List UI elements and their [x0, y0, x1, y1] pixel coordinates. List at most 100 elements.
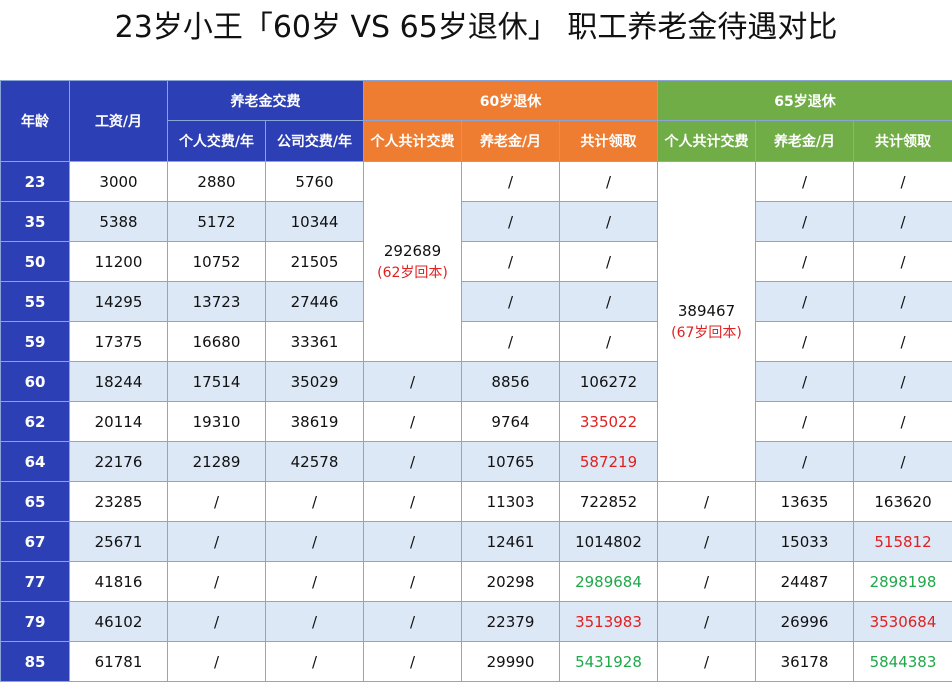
cell-r60-pension: 12461: [462, 522, 560, 562]
cell-r65-total: /: [854, 242, 952, 282]
cell-salary: 46102: [70, 602, 168, 642]
cell-personal: 21289: [168, 442, 266, 482]
cell-personal: 19310: [168, 402, 266, 442]
cell-r65-paid: /: [658, 562, 756, 602]
cell-r60-pension: /: [462, 242, 560, 282]
cell-r65-total: /: [854, 362, 952, 402]
cell-r65-total: 515812: [854, 522, 952, 562]
cell-r65-total: 163620: [854, 482, 952, 522]
cell-r65-pension: 36178: [756, 642, 854, 682]
cell-personal: 5172: [168, 202, 266, 242]
cell-r65-pension: /: [756, 322, 854, 362]
cell-r60-pension: 29990: [462, 642, 560, 682]
cell-age: 62: [1, 402, 70, 442]
cell-r60-total: /: [560, 322, 658, 362]
cell-personal: /: [168, 602, 266, 642]
table-row: 55 14295 13723 27446 / / / /: [1, 282, 952, 322]
cell-r60-total: 3513983: [560, 602, 658, 642]
r65-total-paid-value: 389467: [658, 300, 755, 322]
cell-r65-pension: /: [756, 282, 854, 322]
cell-r65-pension: /: [756, 402, 854, 442]
cell-r65-paid: /: [658, 642, 756, 682]
cell-r60-paid: /: [364, 482, 462, 522]
cell-salary: 14295: [70, 282, 168, 322]
cell-r65-paid: /: [658, 602, 756, 642]
cell-r65-pension: /: [756, 162, 854, 202]
cell-company: 5760: [266, 162, 364, 202]
table-row: 79 46102 / / / 22379 3513983 / 26996 353…: [1, 602, 952, 642]
cell-r60-paid: /: [364, 562, 462, 602]
cell-r60-pension: /: [462, 202, 560, 242]
cell-r65-paid: /: [658, 522, 756, 562]
cell-r65-total: /: [854, 402, 952, 442]
cell-personal: 13723: [168, 282, 266, 322]
cell-personal: /: [168, 562, 266, 602]
r65-payback-note: (67岁回本): [658, 322, 755, 344]
cell-age: 67: [1, 522, 70, 562]
cell-company: 10344: [266, 202, 364, 242]
cell-r65-pension: /: [756, 242, 854, 282]
cell-personal: 10752: [168, 242, 266, 282]
cell-company: /: [266, 482, 364, 522]
header-personal-yearly: 个人交费/年: [168, 121, 266, 162]
table-row: 65 23285 / / / 11303 722852 / 13635 1636…: [1, 482, 952, 522]
cell-r60-paid: /: [364, 642, 462, 682]
cell-salary: 18244: [70, 362, 168, 402]
page-title: 23岁小王「60岁 VS 65岁退休」 职工养老金待遇对比: [0, 0, 952, 80]
cell-r60-pension: 8856: [462, 362, 560, 402]
header-r65-total-paid: 个人共计交费: [658, 121, 756, 162]
cell-age: 60: [1, 362, 70, 402]
cell-r60-total: 5431928: [560, 642, 658, 682]
cell-r60-total: 335022: [560, 402, 658, 442]
header-r60-total-received: 共计领取: [560, 121, 658, 162]
table-row: 35 5388 5172 10344 / / / /: [1, 202, 952, 242]
cell-r60-pension: 10765: [462, 442, 560, 482]
cell-age: 64: [1, 442, 70, 482]
cell-salary: 61781: [70, 642, 168, 682]
cell-r60-pension: 11303: [462, 482, 560, 522]
cell-r60-total: /: [560, 162, 658, 202]
cell-age: 65: [1, 482, 70, 522]
cell-age: 79: [1, 602, 70, 642]
cell-company: 27446: [266, 282, 364, 322]
cell-age: 23: [1, 162, 70, 202]
table-row: 23 3000 2880 5760 292689 (62岁回本) / / 389…: [1, 162, 952, 202]
cell-personal: /: [168, 522, 266, 562]
cell-r60-pension: /: [462, 162, 560, 202]
cell-personal: /: [168, 482, 266, 522]
cell-company: /: [266, 562, 364, 602]
cell-r65-total: 3530684: [854, 602, 952, 642]
cell-r60-total: 587219: [560, 442, 658, 482]
cell-r60-total: 722852: [560, 482, 658, 522]
cell-r60-paid: /: [364, 522, 462, 562]
cell-company: 42578: [266, 442, 364, 482]
table-row: 59 17375 16680 33361 / / / /: [1, 322, 952, 362]
header-r65-pension-monthly: 养老金/月: [756, 121, 854, 162]
cell-salary: 11200: [70, 242, 168, 282]
cell-salary: 41816: [70, 562, 168, 602]
cell-company: 21505: [266, 242, 364, 282]
header-age: 年龄: [1, 81, 70, 162]
table-row: 50 11200 10752 21505 / / / /: [1, 242, 952, 282]
cell-r60-total: 106272: [560, 362, 658, 402]
cell-salary: 25671: [70, 522, 168, 562]
cell-r65-pension: 26996: [756, 602, 854, 642]
cell-r60-total-paid-merged: 292689 (62岁回本): [364, 162, 462, 362]
cell-r60-pension: 9764: [462, 402, 560, 442]
cell-r65-total: /: [854, 282, 952, 322]
cell-company: /: [266, 642, 364, 682]
cell-r60-total: /: [560, 202, 658, 242]
cell-r60-paid: /: [364, 442, 462, 482]
table-row: 64 22176 21289 42578 / 10765 587219 / /: [1, 442, 952, 482]
cell-personal: 2880: [168, 162, 266, 202]
cell-r60-pension: /: [462, 322, 560, 362]
cell-r65-pension: /: [756, 362, 854, 402]
cell-company: /: [266, 522, 364, 562]
cell-r60-pension: /: [462, 282, 560, 322]
cell-r60-pension: 22379: [462, 602, 560, 642]
cell-r60-paid: /: [364, 602, 462, 642]
header-r60-total-paid: 个人共计交费: [364, 121, 462, 162]
cell-salary: 3000: [70, 162, 168, 202]
cell-r65-total: /: [854, 322, 952, 362]
cell-personal: /: [168, 642, 266, 682]
